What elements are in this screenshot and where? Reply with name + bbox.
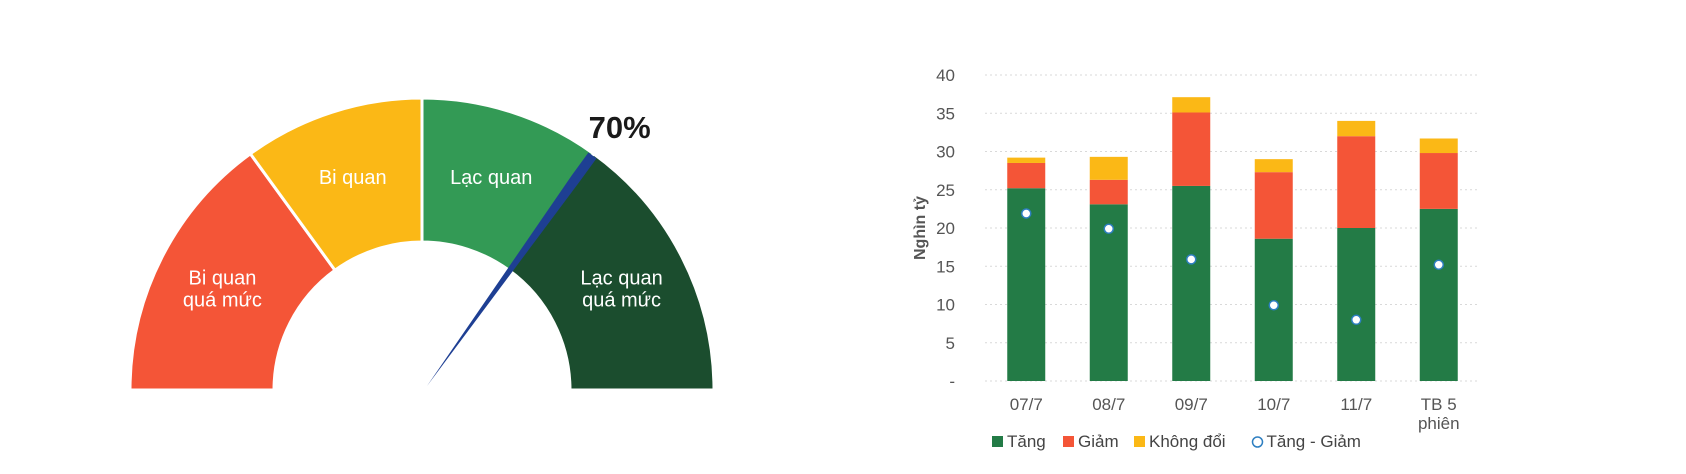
bar-segment (1254, 172, 1293, 239)
y-tick-label: 40 (936, 66, 955, 85)
bar-segment (1419, 153, 1458, 209)
x-tick-label: 11/7 (1340, 395, 1372, 414)
bar-segment (1007, 188, 1046, 381)
gauge-segment-label: Bi quan (188, 267, 256, 289)
bar-segment (1172, 185, 1211, 381)
x-tick-label: 07/7 (1010, 395, 1043, 414)
legend-label: Tăng - Giảm (1267, 432, 1361, 451)
gauge-segment-label: quá mức (582, 289, 661, 311)
legend-swatch (1063, 436, 1074, 447)
legend-label: Giảm (1078, 432, 1119, 451)
y-tick-label: 35 (936, 104, 955, 123)
bar-segment (1337, 136, 1376, 228)
gauge-segment-label: Bi quan (319, 167, 387, 189)
bar-segment (1254, 159, 1293, 173)
diff-point (1351, 314, 1362, 326)
bar-segment (1007, 157, 1046, 163)
diff-point (1021, 208, 1032, 219)
breadth-bar-chart: - 5 10 15 20 25 30 35 40 Nghìn tỷ 07/7 08/7 09/7 10… (912, 66, 1480, 451)
diff-point (1268, 300, 1279, 311)
gauge-segment-label: Lạc quan (580, 267, 662, 289)
legend-label: Tăng (1007, 432, 1046, 451)
bar-segment (1172, 97, 1211, 113)
bar-segment (1089, 179, 1128, 205)
y-tick-label: 5 (946, 334, 955, 353)
gauge-needle (427, 152, 597, 386)
y-tick-label: 20 (936, 219, 955, 238)
legend-label: Không đổi (1149, 432, 1226, 451)
y-tick-label: - (949, 372, 955, 391)
gauge-segment-label: quá mức (183, 289, 262, 311)
y-tick-label: 30 (936, 143, 955, 162)
bar-segment (1337, 120, 1376, 137)
gauge-segment-3 (506, 151, 716, 392)
diff-point (1103, 223, 1114, 235)
x-tick-label: 08/7 (1092, 395, 1125, 414)
y-axis-label: Nghìn tỷ (912, 196, 929, 260)
x-tick-label: 09/7 (1175, 395, 1208, 414)
diff-point (1186, 254, 1197, 265)
gauge-value-label: 70% (589, 110, 651, 145)
x-tick-label: 10/7 (1257, 395, 1290, 414)
legend-marker (1251, 436, 1264, 448)
legend-swatch (992, 436, 1003, 447)
y-tick-label: 15 (936, 257, 955, 276)
bar-segment (1419, 208, 1458, 381)
bar-segment (1007, 162, 1046, 189)
x-tick-label: TB 5 (1421, 395, 1457, 414)
bar-segment (1089, 156, 1128, 180)
y-tick-label: 10 (936, 296, 955, 315)
bar-segment (1172, 112, 1211, 186)
bar-segment (1337, 228, 1376, 381)
x-tick-label: phiên (1418, 414, 1460, 433)
legend-swatch (1134, 436, 1145, 447)
gauge-segment-0 (128, 151, 338, 392)
diff-point (1433, 259, 1444, 270)
gauge-segment-label: Lạc quan (450, 167, 532, 189)
y-tick-label: 25 (936, 181, 955, 200)
bar-segment (1419, 138, 1458, 154)
